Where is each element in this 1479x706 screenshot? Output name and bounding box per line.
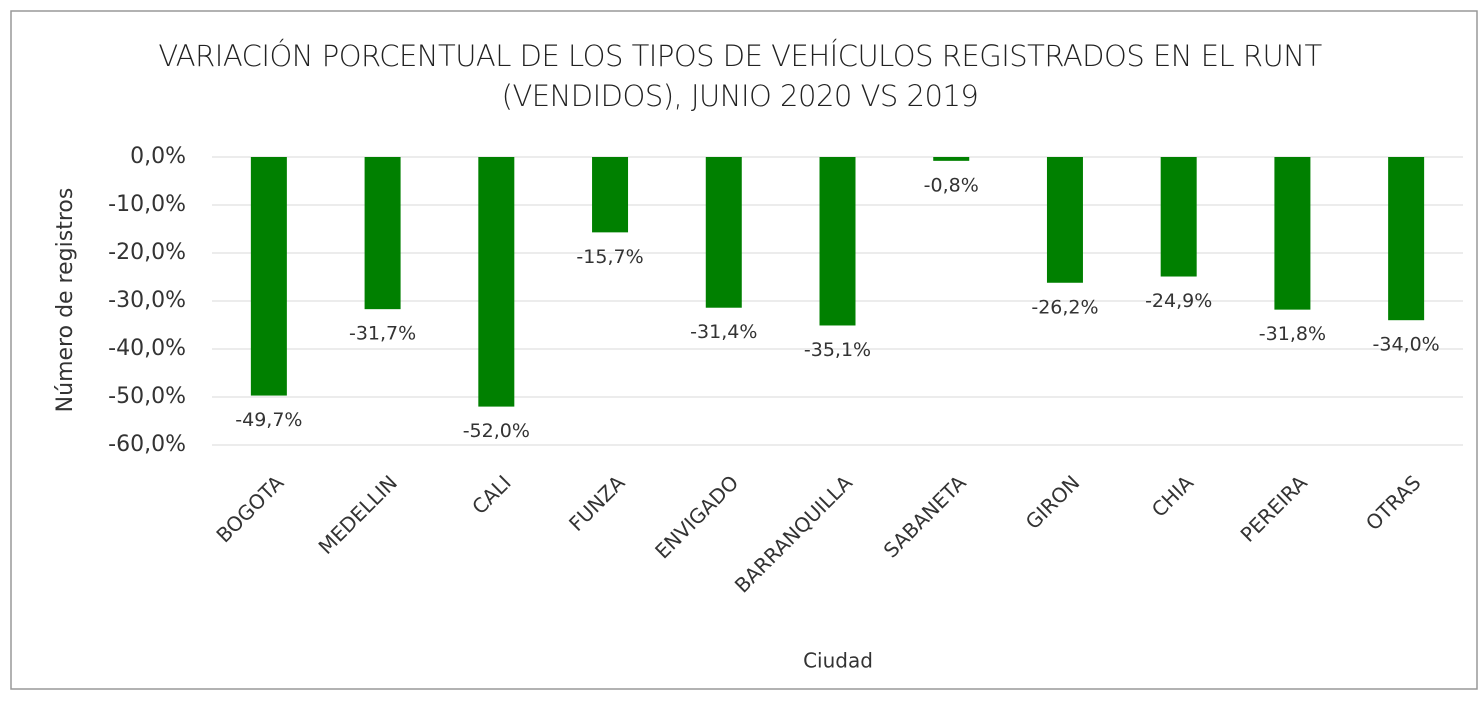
data-label: -15,7% xyxy=(576,246,643,268)
bar xyxy=(819,157,856,326)
chart-border xyxy=(10,10,1478,690)
x-tick-label: BARRANQUILLA xyxy=(730,470,857,597)
y-tick-label: -40,0% xyxy=(108,336,186,361)
bar xyxy=(364,157,401,310)
y-tick-label: -30,0% xyxy=(108,288,186,313)
chart-title: VARIACIÓN PORCENTUAL DE LOS TIPOS DE VEH… xyxy=(158,39,1322,113)
x-tick-label: PEREIRA xyxy=(1236,470,1313,547)
data-label: -52,0% xyxy=(463,420,530,442)
y-tick-label: 0,0% xyxy=(130,144,186,169)
x-tick-label: GIRON xyxy=(1021,470,1085,534)
data-label: -24,9% xyxy=(1145,290,1212,312)
x-tick-label: CALI xyxy=(467,470,516,519)
x-tick-label: OTRAS xyxy=(1361,470,1426,535)
data-label: -26,2% xyxy=(1031,296,1098,318)
bar xyxy=(478,157,515,407)
bar xyxy=(1388,157,1425,321)
data-label: -49,7% xyxy=(235,409,302,431)
y-tick-label: -60,0% xyxy=(108,432,186,457)
y-tick-label: -10,0% xyxy=(108,192,186,217)
data-label: -31,8% xyxy=(1259,323,1326,345)
bar xyxy=(705,157,742,308)
bar xyxy=(1160,157,1197,277)
bar xyxy=(1046,157,1083,283)
y-tick-label: -50,0% xyxy=(108,384,186,409)
y-axis-title: Número de registros xyxy=(53,188,78,413)
x-tick-label: FUNZA xyxy=(564,470,630,536)
x-tick-label: ENVIGADO xyxy=(650,470,743,563)
bar xyxy=(933,157,970,161)
x-tick-label: MEDELLIN xyxy=(314,470,402,558)
bar xyxy=(592,157,629,233)
data-label: -31,7% xyxy=(349,323,416,345)
bar xyxy=(1274,157,1311,310)
x-tick-label: CHIA xyxy=(1147,470,1199,522)
x-axis-title: Ciudad xyxy=(803,649,873,673)
data-label: -34,0% xyxy=(1373,334,1440,356)
data-label: -35,1% xyxy=(804,339,871,361)
y-tick-label: -20,0% xyxy=(108,240,186,265)
bar xyxy=(250,157,287,396)
x-tick-label: SABANETA xyxy=(879,470,971,562)
x-tick-label: BOGOTA xyxy=(211,470,288,547)
data-label: -31,4% xyxy=(690,321,757,343)
data-label: -0,8% xyxy=(924,174,979,196)
